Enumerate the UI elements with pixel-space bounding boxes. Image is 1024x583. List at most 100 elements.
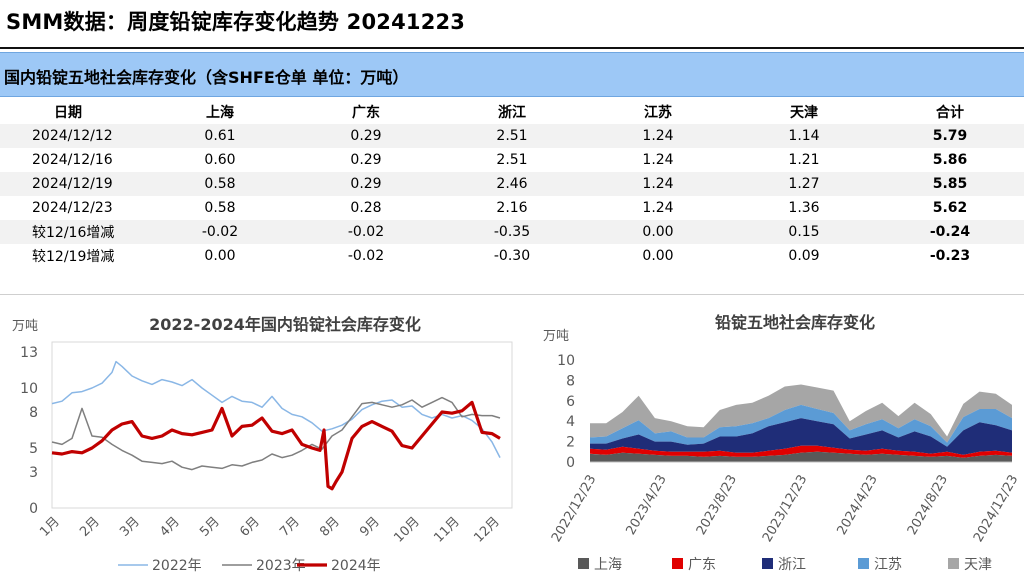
chart2-legend-label: 江苏 — [874, 557, 902, 573]
table-cell: 较12/19增减 — [32, 249, 115, 265]
chart2-legend-swatch — [762, 558, 773, 569]
chart1-xtick-label: 7月 — [277, 514, 303, 540]
chart1-xtick-label: 5月 — [197, 514, 223, 540]
chart1-ytick-label: 8 — [29, 405, 38, 421]
table-cell: 0.09 — [788, 248, 820, 264]
table-cell: 2.46 — [440, 172, 584, 196]
header-guangdong: 广东 — [352, 105, 380, 121]
table-cell: 1.21 — [788, 152, 820, 168]
header-jiangsu: 江苏 — [644, 105, 672, 121]
table-cell: 1.24 — [584, 172, 732, 196]
chart1-xtick-label: 6月 — [237, 514, 263, 540]
table-cell: 2024/12/12 — [0, 124, 148, 148]
chart1-legend-label: 2023年 — [256, 558, 306, 574]
table-cell: -0.23 — [929, 248, 971, 264]
chart1-xtick-label: 11月 — [431, 514, 462, 545]
chart1-ytick-label: 5 — [29, 441, 38, 457]
chart2-xtick-label: 2024/8/23 — [905, 473, 951, 538]
table-cell: 1.24 — [642, 200, 674, 216]
table-cell: -0.30 — [493, 248, 531, 264]
table-cell: 1.27 — [732, 172, 876, 196]
table-cell: 0.29 — [292, 124, 440, 148]
chart2-xtick-label: 2024/4/23 — [834, 473, 880, 538]
chart1-title: 2022-2024年国内铅锭社会库存变化 — [149, 315, 421, 334]
table-row: 2024/12/23 0.58 0.28 2.16 1.24 1.36 5.62 — [0, 196, 1024, 220]
table-cell: 2.51 — [496, 152, 528, 168]
header-tianjin: 天津 — [790, 105, 818, 121]
table-cell: 2024/12/23 — [32, 200, 113, 216]
chart2-xtick-label: 2022/12/23 — [549, 473, 599, 545]
chart2-ylabel: 万吨 — [543, 329, 569, 344]
table-cell: 0.15 — [732, 220, 876, 244]
chart2-area-江苏 — [590, 404, 1012, 447]
chart2-area-浙江 — [590, 418, 1012, 455]
table-cell: 2.16 — [496, 200, 528, 216]
chart2-area-上海 — [590, 451, 1012, 462]
table-cell: 2024/12/16 — [32, 152, 113, 168]
chart1-series-line — [51, 400, 501, 491]
table-cell: 0.28 — [350, 200, 382, 216]
chart1-xtick-label: 1月 — [37, 514, 63, 540]
table-cell: 5.86 — [932, 152, 968, 168]
chart1-ytick-label: 13 — [20, 345, 38, 361]
table-cell: -0.02 — [148, 220, 292, 244]
table-cell: -0.35 — [440, 220, 584, 244]
chart1-xtick-label: 9月 — [357, 514, 383, 540]
chart1-xtick-label: 4月 — [157, 514, 183, 540]
chart1-ytick-label: 10 — [20, 381, 38, 397]
header-date: 日期 — [54, 105, 82, 121]
page-title: SMM数据：周度铅锭库存变化趋势 20241223 — [6, 10, 466, 34]
chart1-xtick-label: 10月 — [391, 514, 422, 545]
chart1-series-line — [51, 396, 501, 471]
chart2-legend-swatch — [578, 558, 589, 569]
table-cell: 0.60 — [204, 152, 236, 168]
chart2-xtick-label: 2023/4/23 — [623, 473, 669, 538]
table-cell: 0.58 — [204, 200, 236, 216]
header-zhejiang: 浙江 — [498, 105, 526, 121]
header-shanghai: 上海 — [206, 105, 234, 121]
table-row: 2024/12/19 0.58 0.29 2.46 1.24 1.27 5.85 — [0, 172, 1024, 196]
table-cell: 0.00 — [584, 220, 732, 244]
chart1-legend-label: 2022年 — [152, 558, 202, 574]
table-cell: 2024/12/19 — [0, 172, 148, 196]
table-row: 2024/12/16 0.60 0.29 2.51 1.24 1.21 5.86 — [0, 148, 1024, 172]
chart1-legend-label: 2024年 — [331, 558, 381, 574]
table-cell: 5.85 — [876, 172, 1024, 196]
table-cell: 2.51 — [440, 124, 584, 148]
chart1-ytick-label: 0 — [29, 501, 38, 517]
header-total: 合计 — [936, 105, 964, 121]
chart2-area-天津 — [590, 384, 1012, 443]
chart2-legend-swatch — [858, 558, 869, 569]
chart2-ytick-label: 10 — [557, 353, 575, 369]
chart2-ytick-label: 8 — [566, 373, 575, 389]
chart2-ytick-label: 2 — [566, 435, 575, 451]
table-cell: 0.29 — [292, 172, 440, 196]
table-row: 2024/12/12 0.61 0.29 2.51 1.24 1.14 5.79 — [0, 124, 1024, 148]
table-cell: 1.24 — [642, 152, 674, 168]
chart1-xtick-label: 2月 — [77, 514, 103, 540]
table-cell: -0.24 — [876, 220, 1024, 244]
chart2-ytick-label: 0 — [566, 455, 575, 471]
chart1-ytick-label: 3 — [29, 465, 38, 481]
chart1-series-line — [51, 360, 501, 458]
table-cell: 0.61 — [148, 124, 292, 148]
chart2-xtick-label: 2023/12/23 — [760, 473, 810, 545]
table-cell: 0.00 — [642, 248, 674, 264]
table-row: 较12/16增减 -0.02 -0.02 -0.35 0.00 0.15 -0.24 — [0, 220, 1024, 244]
table-banner-text: 国内铅锭五地社会库存变化（含SHFE仓单 单位：万吨） — [4, 68, 409, 87]
chart2-xtick-label: 2023/8/23 — [694, 473, 740, 538]
table-banner: 国内铅锭五地社会库存变化（含SHFE仓单 单位：万吨） — [0, 52, 1024, 97]
chart1-xtick-label: 8月 — [317, 514, 343, 540]
table-cell: 0.29 — [350, 152, 382, 168]
table-cell: -0.02 — [292, 220, 440, 244]
table-cell: 1.24 — [584, 124, 732, 148]
table-cell: 0.00 — [204, 248, 236, 264]
chart2-legend-label: 上海 — [594, 557, 622, 573]
chart1-plot-border — [51, 341, 513, 509]
chart2-legend-label: 浙江 — [778, 557, 806, 573]
table-header-row: 日期 上海 广东 浙江 江苏 天津 合计 — [0, 100, 1024, 124]
chart2-title: 铅锭五地社会库存变化 — [715, 313, 875, 332]
table-cell: 5.79 — [876, 124, 1024, 148]
chart2-legend-swatch — [948, 558, 959, 569]
